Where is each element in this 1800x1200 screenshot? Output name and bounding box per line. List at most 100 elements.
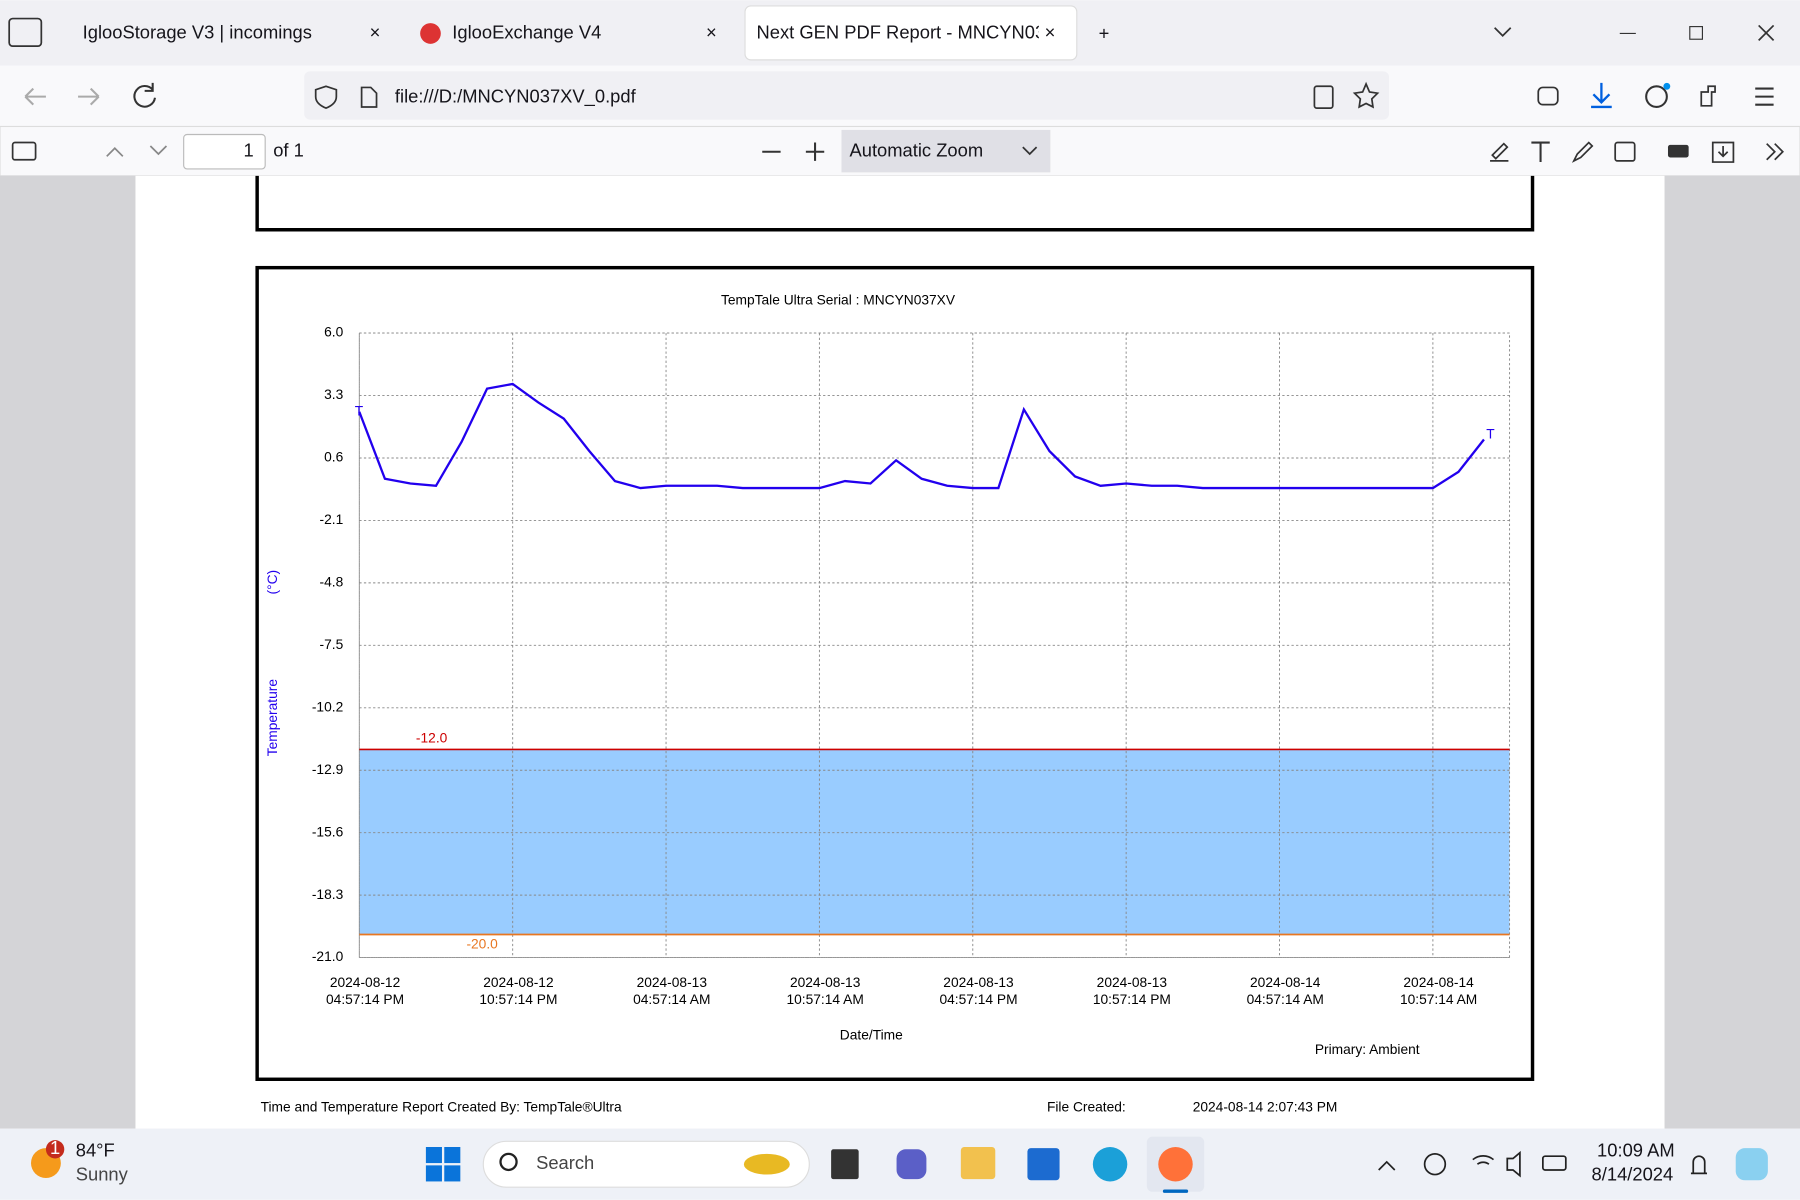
teams[interactable] [896, 1149, 927, 1180]
forward[interactable] [78, 87, 100, 106]
save[interactable] [1711, 141, 1735, 163]
search-box[interactable] [482, 1140, 810, 1188]
x-tick-label: 2024-08-13 04:57:14 AM [633, 974, 710, 1006]
account-dot [1663, 82, 1671, 90]
back[interactable] [24, 87, 46, 106]
battery[interactable] [1541, 1155, 1567, 1171]
y-tick-label: -18.3 [312, 887, 344, 902]
store[interactable] [1027, 1148, 1060, 1181]
downloads[interactable] [1591, 82, 1612, 109]
edge[interactable] [1092, 1147, 1128, 1182]
y-tick-label: -10.2 [312, 699, 343, 714]
reload[interactable] [133, 82, 156, 108]
text-tool[interactable] [1531, 141, 1550, 163]
pocket[interactable] [1537, 86, 1559, 106]
shield-icon[interactable] [314, 85, 338, 110]
search-highlight[interactable] [743, 1153, 790, 1175]
draw-tool[interactable] [1571, 141, 1594, 163]
chart: TempTale Ultra Serial : MNCYN037XV Tempe… [265, 293, 1511, 1057]
page-input[interactable] [183, 133, 266, 170]
next-page[interactable] [149, 145, 168, 156]
firefox[interactable] [1158, 1147, 1193, 1182]
y-tick-label: 3.3 [324, 387, 343, 402]
prev-page[interactable] [106, 147, 124, 157]
y-axis-unit: (°C) [265, 570, 280, 595]
image-tool[interactable] [1614, 141, 1636, 162]
x-tick-label: 2024-08-12 10:57:14 PM [479, 974, 557, 1006]
y-tick-label: -21.0 [312, 949, 344, 964]
zoom-in[interactable] [805, 142, 825, 161]
tab-title[interactable]: Next GEN PDF Report - MNCYN037XV [757, 21, 1081, 42]
copilot[interactable] [1735, 1148, 1768, 1181]
close-window[interactable] [1758, 24, 1775, 41]
tab-list-icon[interactable] [8, 17, 43, 47]
temperature[interactable]: 84°F [76, 1139, 115, 1160]
clock-time[interactable]: 10:09 AM [1597, 1139, 1675, 1160]
x-tick-label: 2024-08-13 10:57:14 AM [786, 974, 863, 1006]
limit-label: -20.0 [466, 936, 498, 951]
tray-overflow[interactable] [1378, 1160, 1396, 1171]
y-tick-label: -15.6 [312, 824, 344, 839]
account[interactable] [1645, 85, 1668, 108]
wifi[interactable] [1472, 1155, 1495, 1165]
active-tab[interactable] [744, 5, 1078, 61]
chart-frame [255, 265, 1535, 1081]
x-tick-label: 2024-08-13 04:57:14 PM [939, 974, 1017, 1006]
badge-bg [45, 1140, 65, 1159]
tools-menu[interactable] [1766, 143, 1784, 161]
y-tick-label: 6.0 [324, 325, 343, 340]
tab-title[interactable]: IglooExchange V4 [452, 21, 601, 42]
file-icon [360, 86, 378, 108]
url[interactable]: file:///D:/MNCYN037XV_0.pdf [395, 86, 637, 108]
print[interactable] [1667, 144, 1689, 158]
highlight-tool[interactable] [1490, 142, 1509, 162]
sync-icon[interactable] [1423, 1153, 1447, 1176]
y-tick-label: -12.9 [312, 762, 343, 777]
report-created-by: Time and Temperature Report Created By: … [261, 1100, 622, 1115]
zoom-arrow [1022, 146, 1038, 156]
reader-view[interactable] [1313, 85, 1334, 109]
search-icon [499, 1152, 518, 1172]
chart-title: TempTale Ultra Serial : MNCYN037XV [721, 293, 956, 308]
extensions[interactable] [1700, 85, 1716, 107]
temperature-line [358, 382, 1485, 490]
url-bar[interactable] [304, 71, 1390, 120]
limit-label: -12.0 [416, 731, 448, 746]
y-tick-label: -7.5 [320, 637, 344, 652]
tab-title[interactable]: IglooStorage V3 | incomings [83, 21, 312, 42]
clock-date[interactable]: 8/14/2024 [1592, 1164, 1674, 1185]
x-tick-label: 2024-08-14 04:57:14 AM [1247, 974, 1324, 1006]
tab-close[interactable]: × [706, 21, 717, 42]
page-count: of 1 [273, 140, 304, 161]
task-view[interactable] [831, 1149, 859, 1180]
search-placeholder[interactable]: Search [536, 1152, 594, 1173]
bookmark[interactable] [1352, 81, 1380, 109]
badge: 1 [50, 1137, 60, 1158]
zoom-select[interactable] [841, 129, 1051, 173]
file-created: 2024-08-14 2:07:43 PM [1193, 1100, 1338, 1115]
plot-border [358, 332, 1511, 959]
y-tick-label: -2.1 [320, 512, 344, 527]
x-tick-label: 2024-08-14 10:57:14 AM [1400, 974, 1477, 1006]
file-explorer[interactable] [960, 1147, 996, 1180]
restore[interactable] [1689, 26, 1703, 40]
start-button[interactable] [425, 1147, 461, 1182]
sidebar-toggle[interactable] [11, 141, 37, 161]
tab-close[interactable]: × [370, 21, 381, 42]
limit-band [359, 749, 1510, 935]
x-tick-label: 2024-08-12 04:57:14 PM [326, 974, 404, 1006]
previous-box [255, 175, 1535, 232]
weather[interactable]: Sunny [76, 1164, 129, 1185]
menu[interactable] [1755, 87, 1774, 106]
tab-close[interactable]: × [1045, 21, 1056, 42]
page-number[interactable]: 1 [243, 140, 253, 161]
tab-overflow[interactable] [1494, 27, 1512, 37]
end-marker: T [1486, 427, 1495, 442]
start-marker: T [355, 403, 364, 418]
volume[interactable] [1506, 1150, 1521, 1178]
zoom-value[interactable]: Automatic Zoom [849, 140, 983, 161]
notifications[interactable] [1690, 1155, 1708, 1175]
new-tab[interactable]: + [1099, 22, 1110, 43]
chart-note: Primary: Ambient [1315, 1042, 1420, 1057]
